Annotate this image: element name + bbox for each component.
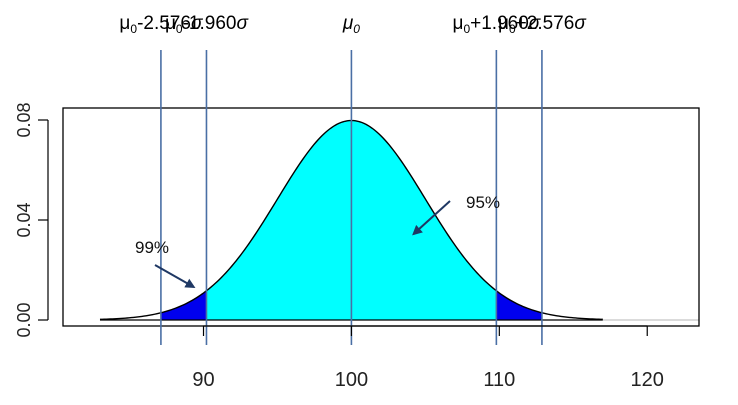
arrow-95-percent: [412, 200, 451, 236]
x-tick-label: 120: [631, 369, 664, 391]
annotations: 95% 99%: [135, 193, 500, 288]
x-tick-label: 90: [192, 369, 214, 391]
reference-label-4: μ0+2.576σ: [498, 13, 587, 36]
reference-label-2: μ0: [342, 13, 360, 36]
reference-label-3: μ0+1.960σ: [452, 13, 541, 36]
reference-label-0: μ0-2.576σ: [119, 13, 204, 36]
annotation-95-percent: 95%: [466, 193, 500, 212]
y-tick-label: 0.04: [14, 202, 34, 237]
x-tick-label: 100: [335, 369, 368, 391]
y-tick-label: 0.08: [14, 102, 34, 137]
annotation-99-percent: 99%: [135, 238, 169, 257]
x-axis: 90 100 110 120: [192, 325, 664, 391]
arrow-99-percent: [154, 264, 196, 288]
y-axis: 0.00 0.04 0.08: [14, 102, 49, 338]
y-tick-label: 0.00: [14, 302, 34, 337]
reference-label-1: μ0-1.960σ: [165, 13, 250, 36]
x-tick-label: 110: [483, 369, 515, 391]
